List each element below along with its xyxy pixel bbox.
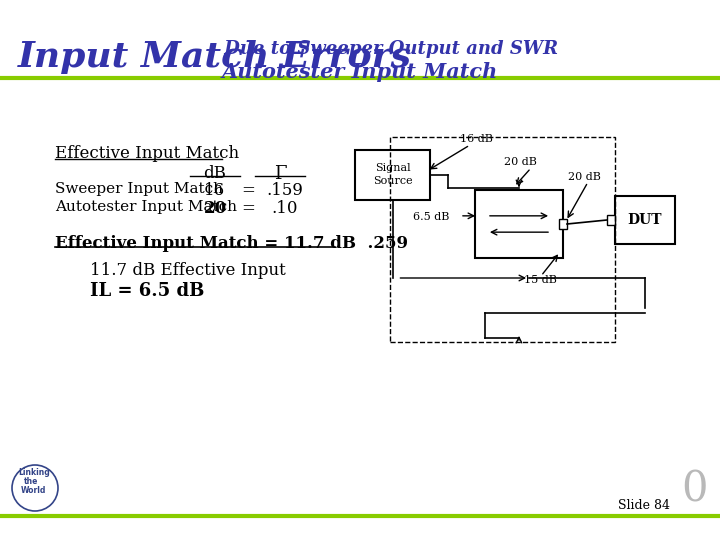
Text: =: = (241, 200, 255, 217)
Text: Linking: Linking (18, 468, 50, 477)
Text: 16: 16 (204, 182, 225, 199)
Text: 11.7 dB Effective Input: 11.7 dB Effective Input (90, 262, 286, 279)
Bar (615, 196, 675, 244)
Bar (390, 137, 615, 342)
Text: Signal: Signal (374, 163, 410, 173)
Bar (607, 215, 615, 225)
Text: 20: 20 (204, 200, 227, 217)
Text: .159: .159 (266, 182, 303, 199)
Text: =: = (241, 182, 255, 199)
Text: Autotester Input Match: Autotester Input Match (222, 62, 498, 82)
Text: 20 dB: 20 dB (568, 172, 601, 182)
Text: Effective Input Match = 11.7 dB  .259: Effective Input Match = 11.7 dB .259 (55, 235, 408, 252)
Text: 15 dB: 15 dB (524, 275, 557, 285)
Circle shape (12, 465, 58, 511)
Text: Effective Input Match: Effective Input Match (55, 145, 239, 162)
Text: 16 dB: 16 dB (460, 134, 493, 144)
Text: Slide 84: Slide 84 (618, 499, 670, 512)
Bar (355, 150, 430, 200)
Text: Source: Source (373, 176, 413, 186)
Bar (475, 190, 563, 258)
Text: Sweeper Input Match: Sweeper Input Match (55, 182, 223, 196)
Text: 6.5 dB: 6.5 dB (413, 212, 449, 222)
Text: 20 dB: 20 dB (504, 157, 537, 167)
Text: dB: dB (204, 165, 226, 182)
Text: 0: 0 (682, 468, 708, 510)
Text: Autotester Input Match: Autotester Input Match (55, 200, 237, 214)
Text: DUT: DUT (628, 213, 662, 227)
Bar (559, 219, 567, 229)
Text: Γ: Γ (274, 165, 287, 183)
Text: World: World (21, 486, 46, 495)
Text: Input Match Errors: Input Match Errors (18, 40, 412, 74)
Text: the: the (24, 477, 38, 486)
Text: IL = 6.5 dB: IL = 6.5 dB (90, 282, 204, 300)
Text: .10: .10 (271, 200, 298, 217)
Text: Due to Sweeper Output and SWR: Due to Sweeper Output and SWR (218, 40, 558, 58)
